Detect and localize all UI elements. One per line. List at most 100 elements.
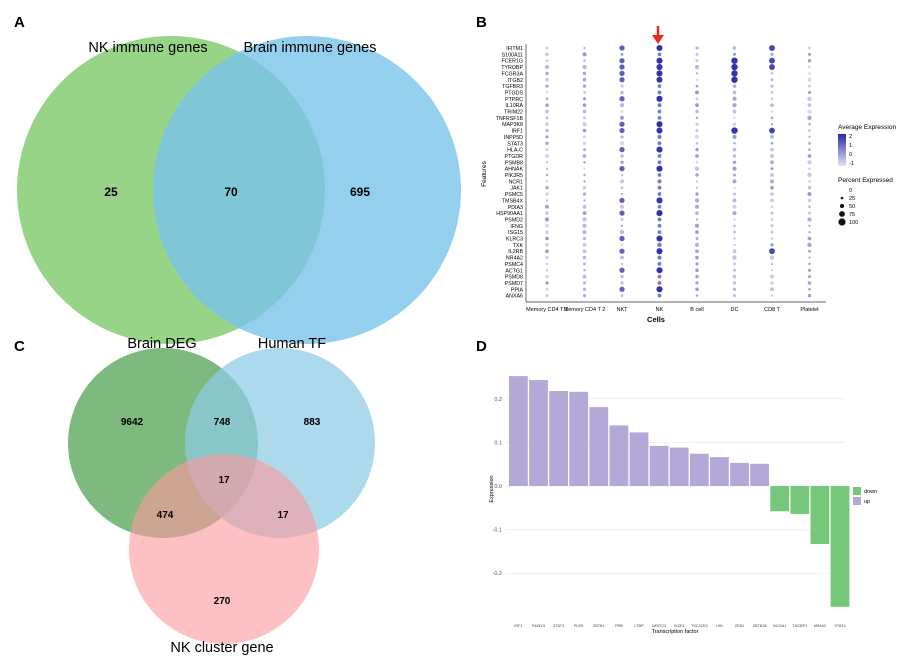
dotplot-dot: [582, 236, 587, 241]
dotplot-dot: [656, 267, 663, 274]
dotplot-dot: [582, 217, 587, 222]
dotplot-feature-label: INPP5D: [504, 135, 523, 141]
dotplot-feature-label: IL10RA: [505, 103, 523, 109]
pct-legend-tick: 25: [849, 196, 855, 202]
barchart-ylabel: Expression: [489, 475, 495, 502]
dotplot-dot: [731, 63, 738, 71]
dotplot-dot: [545, 199, 549, 202]
dotplot-dot: [732, 281, 737, 285]
dotplot-dot: [695, 192, 699, 196]
expr-legend-tick: -1: [849, 161, 854, 167]
barchart-legend-label: down: [864, 489, 877, 495]
dotplot-dot: [733, 243, 736, 246]
venn-a: NK immune genes Brain immune genes 25 70…: [17, 36, 461, 344]
dotplot-dot: [657, 90, 662, 95]
dotplot-dot: [808, 287, 811, 291]
bar: [790, 486, 810, 514]
dotplot-dot: [808, 262, 811, 266]
dotplot-dot: [620, 192, 624, 196]
dotplot-ylabel: Features: [481, 160, 488, 186]
dotplot-dot: [731, 57, 738, 64]
dotplot-feature-label: MAP3K8: [502, 122, 523, 128]
dotplot-dot: [619, 121, 625, 127]
dotplot-dot: [695, 268, 699, 273]
dotplot-dot: [732, 154, 737, 158]
barchart-xlabel: Transcription factor: [652, 629, 699, 635]
dotplot-dot: [619, 210, 625, 216]
dotplot-dot: [620, 262, 624, 265]
dotplot-dot: [695, 128, 699, 133]
dotplot-dot: [770, 52, 774, 57]
bar: [529, 380, 548, 486]
dotplot-dot: [807, 249, 812, 253]
dotplot-dot: [545, 153, 549, 158]
dotplot-dot: [807, 90, 812, 95]
dotplot-dot: [545, 287, 549, 291]
dotplot-feature-label: IRF1: [512, 129, 524, 135]
dotplot-dot: [545, 167, 549, 170]
pct-legend-tick: 0: [849, 188, 852, 194]
nk-arrow-icon: [652, 26, 664, 44]
dotplot-dot: [770, 211, 774, 215]
dotplot-feature-label: PTGDS: [505, 90, 524, 96]
dotplot-dot: [732, 274, 737, 279]
dotplot-dot: [695, 274, 699, 279]
dotplot-dot: [583, 180, 586, 183]
dotplot-dot: [807, 198, 812, 203]
dotplot-dot: [808, 65, 811, 69]
dotplot-dot: [656, 210, 663, 217]
dotplot-dot: [582, 223, 587, 228]
dotplot-dot: [733, 268, 736, 272]
dotplot-dot: [695, 154, 699, 158]
dotplot-dot: [545, 46, 549, 50]
dotplot-dot: [770, 103, 774, 107]
dotplot-dot: [545, 269, 549, 272]
dotplot-dot: [619, 58, 625, 64]
dotplot-feature-label: TRIM22: [504, 110, 523, 116]
dotplot-dot: [732, 90, 737, 95]
dotplot-dot: [657, 223, 662, 228]
panel-a-label: A: [14, 14, 25, 31]
dotplot-dot: [582, 274, 587, 279]
venn-c-set-tf-label: Human TF: [258, 336, 326, 352]
dotplot-dot: [732, 147, 737, 152]
bar: [609, 425, 629, 486]
dotplot-dot: [733, 218, 736, 221]
dotplot-dot: [808, 205, 811, 208]
barchart-xtick: ZBTB1: [593, 624, 605, 628]
pct-legend-tick: 75: [849, 212, 855, 218]
dotplot-dot: [620, 217, 624, 222]
dotplot-dot: [732, 204, 737, 209]
dotplot-feature-label: S100A11: [502, 52, 523, 58]
dotplot-dot: [695, 287, 699, 292]
dotplot-dot: [695, 122, 699, 126]
dotplot-dot: [545, 71, 549, 76]
dotplot-dot: [619, 45, 625, 51]
dotplot-dot: [619, 267, 625, 273]
dotplot-dot: [657, 185, 662, 190]
dotplot-dot: [808, 211, 811, 215]
dotplot-dot: [807, 160, 812, 165]
dotplot-dot: [695, 59, 699, 63]
dotplot-dot: [807, 96, 812, 101]
dotplot-dot: [731, 70, 738, 77]
pct-legend-tick: 100: [849, 220, 858, 226]
venn-c-only-tf-count: 883: [304, 417, 321, 428]
dotplot-dot: [807, 185, 812, 190]
bar: [730, 462, 749, 486]
dotplot-dot: [695, 249, 699, 254]
dotplot-dot: [770, 224, 774, 228]
dotplot-dot: [770, 192, 774, 196]
dotplot-dot: [733, 224, 736, 228]
dotplot-dot: [620, 135, 624, 139]
dotplot-dot: [656, 286, 663, 293]
dotplot-dot: [733, 294, 736, 298]
panel-d-label: D: [476, 338, 487, 355]
dotplot-dot: [583, 173, 586, 177]
venn-c-set-nk-label: NK cluster gene: [170, 640, 273, 656]
dotplot-dot: [583, 161, 586, 164]
dotplot-dot: [545, 128, 549, 133]
dotplot-dot: [769, 127, 775, 134]
barchart-xtick: HIN: [716, 624, 723, 628]
dotplot-dot: [583, 167, 586, 170]
